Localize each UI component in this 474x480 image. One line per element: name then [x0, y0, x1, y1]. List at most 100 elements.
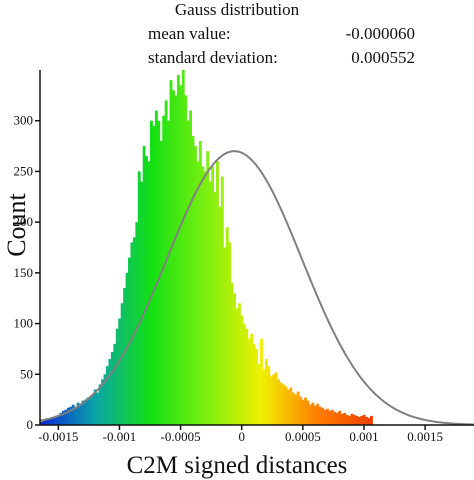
histogram-bar	[145, 156, 148, 425]
histogram-bar	[314, 406, 317, 425]
histogram-bar	[302, 400, 305, 425]
histogram-bar	[292, 393, 295, 425]
histogram-bar	[214, 192, 217, 425]
histogram-bar	[248, 339, 251, 425]
y-tick-label: 250	[14, 163, 34, 178]
histogram-bar	[307, 401, 310, 425]
histogram-bar	[167, 121, 170, 425]
histogram-bar	[309, 405, 312, 425]
histogram-bar	[343, 413, 346, 425]
histogram-bar	[351, 414, 354, 425]
histogram-bar	[211, 166, 214, 425]
histogram-bar	[121, 303, 124, 425]
histogram-bar	[196, 161, 199, 425]
histogram-bar	[216, 161, 219, 425]
histogram-bar	[218, 207, 221, 425]
histogram-bar	[255, 349, 258, 425]
x-tick-label: 0.0005	[285, 429, 321, 444]
histogram-bar	[360, 416, 363, 425]
histogram-bar	[238, 303, 241, 425]
histogram-bar	[331, 410, 334, 425]
histogram-bar	[277, 379, 280, 425]
histogram-bar	[243, 324, 246, 425]
y-tick-label: 300	[14, 113, 34, 128]
histogram-bar	[177, 75, 180, 425]
histogram-bar	[99, 384, 102, 425]
histogram-bar	[108, 359, 111, 425]
histogram-bar	[160, 141, 163, 425]
histogram-bar	[140, 182, 143, 425]
histogram-bar	[106, 366, 109, 425]
y-tick-label: 0	[27, 417, 34, 432]
histogram-bar	[324, 410, 327, 425]
histogram-bar	[355, 416, 358, 425]
histogram-bar	[267, 366, 270, 425]
histogram-bar	[297, 392, 300, 425]
histogram-bar	[111, 352, 114, 425]
histogram-bar	[353, 415, 356, 425]
histogram-bar	[201, 166, 204, 425]
histogram-bar	[172, 90, 175, 425]
histogram-bar	[316, 404, 319, 425]
histogram-bar	[187, 121, 190, 425]
histogram-bar	[240, 315, 243, 425]
histogram-bar	[333, 412, 336, 425]
histogram-bar	[311, 403, 314, 425]
histogram-bar	[275, 372, 278, 425]
x-tick-label: 0.001	[349, 429, 378, 444]
histogram-bars	[40, 70, 373, 425]
histogram-bar	[223, 248, 226, 426]
histogram-bar	[338, 411, 341, 425]
histogram-bar	[45, 420, 48, 425]
histogram-bar	[86, 398, 89, 425]
histogram-bar	[204, 171, 207, 425]
histogram-bar	[363, 415, 366, 425]
histogram-bar	[118, 319, 121, 426]
x-tick-label: -0.0005	[161, 429, 201, 444]
histogram-bar	[209, 182, 212, 425]
y-tick-label: 50	[20, 366, 33, 381]
histogram-bar	[143, 146, 146, 425]
histogram-bar	[174, 95, 177, 425]
histogram-bar	[84, 400, 87, 425]
histogram-bar	[189, 111, 192, 425]
histogram-bar	[289, 387, 292, 425]
histogram-bar	[329, 411, 332, 425]
histogram-bar	[326, 409, 329, 425]
histogram-bar	[358, 417, 361, 425]
histogram-bar	[263, 369, 266, 425]
histogram-bar	[236, 308, 239, 425]
x-tick-label: 0.0015	[407, 429, 443, 444]
histogram-bar	[282, 384, 285, 425]
histogram-bar	[285, 386, 288, 425]
histogram-bar	[233, 293, 236, 425]
x-tick-label: 0	[238, 429, 245, 444]
histogram-bar	[370, 416, 373, 425]
histogram-bar	[228, 242, 231, 425]
histogram-bar	[341, 414, 344, 425]
histogram-bar	[280, 382, 283, 425]
histogram-bar	[321, 408, 324, 425]
histogram-bar	[152, 126, 155, 425]
histogram-bar	[148, 161, 151, 425]
histogram-bar	[346, 415, 349, 425]
histogram-bar	[94, 390, 97, 426]
histogram-bar	[116, 329, 119, 425]
histogram-bar	[123, 288, 126, 425]
histogram-bar	[336, 413, 339, 425]
histogram-bar	[113, 344, 116, 425]
histogram-bar	[299, 397, 302, 425]
histogram-bar	[194, 146, 197, 425]
histogram-bar	[294, 395, 297, 425]
x-tick-label: -0.0015	[38, 429, 78, 444]
histogram-bar	[179, 85, 182, 425]
histogram-bar	[155, 111, 158, 425]
histogram-bar	[368, 418, 371, 425]
histogram-bar	[130, 242, 133, 425]
histogram-bar	[226, 227, 229, 425]
histogram-bar	[260, 339, 263, 425]
histogram-bar	[96, 393, 99, 425]
histogram-bar	[231, 283, 234, 425]
histogram-bar	[79, 405, 82, 425]
